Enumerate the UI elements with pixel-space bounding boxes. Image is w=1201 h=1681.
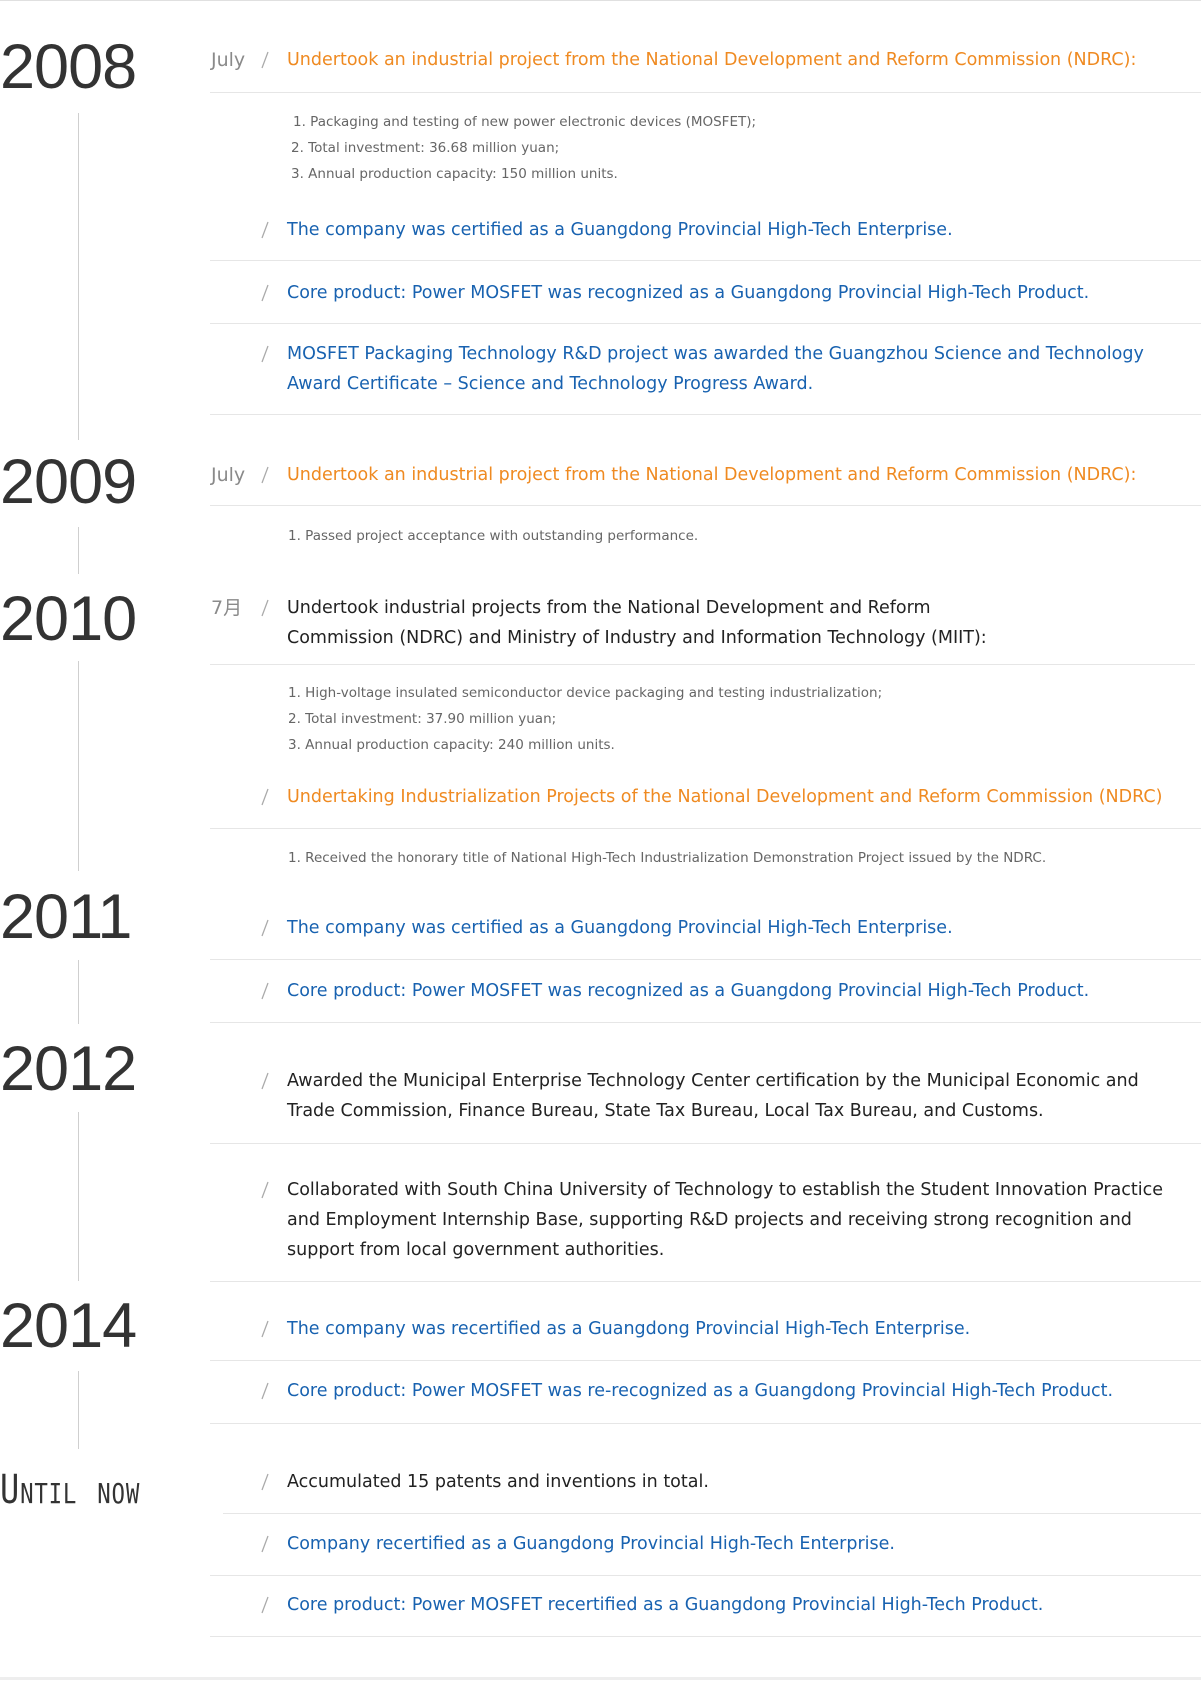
detail: 3. Annual production capacity: 240 milli… — [288, 737, 615, 753]
slash — [261, 1072, 269, 1090]
entry-title: Core product: Power MOSFET was re-recogn… — [287, 1381, 1114, 1401]
slash — [261, 788, 269, 806]
entry-title: Accumulated 15 patents and inventions in… — [287, 1472, 709, 1492]
timeline-line — [78, 661, 79, 871]
year: Until now — [0, 1467, 141, 1513]
year: 2011 — [0, 882, 132, 952]
entry-title: The company was certified as a Guangdong… — [287, 220, 953, 240]
entry-title: Core product: Power MOSFET was recognize… — [287, 981, 1090, 1001]
entry-title: MOSFET Packaging Technology R&D project … — [287, 344, 1144, 394]
year: 2012 — [0, 1034, 137, 1104]
entry-title: Awarded the Municipal Enterprise Technol… — [287, 1071, 1139, 1121]
slash — [261, 982, 269, 1000]
divider — [210, 1423, 1201, 1424]
timeline-line — [78, 1112, 79, 1281]
timeline-line — [78, 1371, 79, 1449]
detail: 2. Total investment: 36.68 million yuan; — [291, 140, 560, 156]
divider — [210, 1281, 1201, 1282]
month: 7月 — [211, 597, 243, 619]
divider — [210, 414, 1201, 415]
slash — [261, 466, 269, 484]
slash — [261, 1596, 269, 1614]
divider — [210, 828, 1201, 829]
slash — [261, 1181, 269, 1199]
divider — [210, 1575, 1201, 1576]
slash — [261, 1535, 269, 1553]
entry-title: Undertook industrial projects from the N… — [287, 598, 987, 648]
entry-title: The company was recertified as a Guangdo… — [287, 1319, 971, 1339]
divider — [210, 260, 1201, 261]
divider — [210, 1143, 1201, 1144]
entry-title: Company recertified as a Guangdong Provi… — [287, 1534, 895, 1554]
entry-title: Core product: Power MOSFET was recognize… — [287, 283, 1090, 303]
year: 2010 — [0, 584, 137, 654]
divider — [210, 1360, 1201, 1361]
bottom-rule — [0, 1677, 1201, 1680]
month: July — [211, 49, 246, 71]
detail: 1. High-voltage insulated semiconductor … — [288, 685, 883, 701]
divider — [210, 92, 1201, 93]
year: 2014 — [0, 1291, 137, 1361]
slash — [261, 919, 269, 937]
detail: 2. Total investment: 37.90 million yuan; — [288, 711, 557, 727]
slash — [261, 345, 269, 363]
divider — [210, 1636, 1201, 1637]
detail: 1. Received the honorary title of Nation… — [288, 850, 1047, 866]
month: July — [211, 464, 246, 486]
entry-title: Collaborated with South China University… — [287, 1180, 1163, 1260]
divider — [210, 1022, 1201, 1023]
entry-title: The company was certified as a Guangdong… — [287, 918, 953, 938]
slash — [261, 599, 269, 617]
slash — [261, 284, 269, 302]
entry-title: Undertaking Industrialization Projects o… — [287, 787, 1163, 807]
timeline-line — [78, 960, 79, 1024]
entry-title: Undertook an industrial project from the… — [287, 465, 1137, 485]
detail: 1. Passed project acceptance with outsta… — [288, 528, 699, 544]
slash — [261, 51, 269, 69]
slash — [261, 1320, 269, 1338]
slash — [261, 221, 269, 239]
top-rule — [0, 0, 1201, 1]
entry-title: Undertook an industrial project from the… — [287, 50, 1137, 70]
divider — [210, 323, 1201, 324]
slash — [261, 1382, 269, 1400]
detail: 3. Annual production capacity: 150 milli… — [291, 166, 618, 182]
timeline-line — [78, 113, 79, 440]
divider — [223, 1513, 1201, 1514]
year: 2009 — [0, 447, 137, 517]
slash — [261, 1473, 269, 1491]
divider — [210, 664, 1195, 665]
timeline-line — [78, 527, 79, 574]
detail: 1. Packaging and testing of new power el… — [293, 114, 757, 130]
year: 2008 — [0, 32, 137, 102]
entry-title: Core product: Power MOSFET recertified a… — [287, 1595, 1044, 1615]
divider — [210, 505, 1201, 506]
divider — [210, 959, 1201, 960]
